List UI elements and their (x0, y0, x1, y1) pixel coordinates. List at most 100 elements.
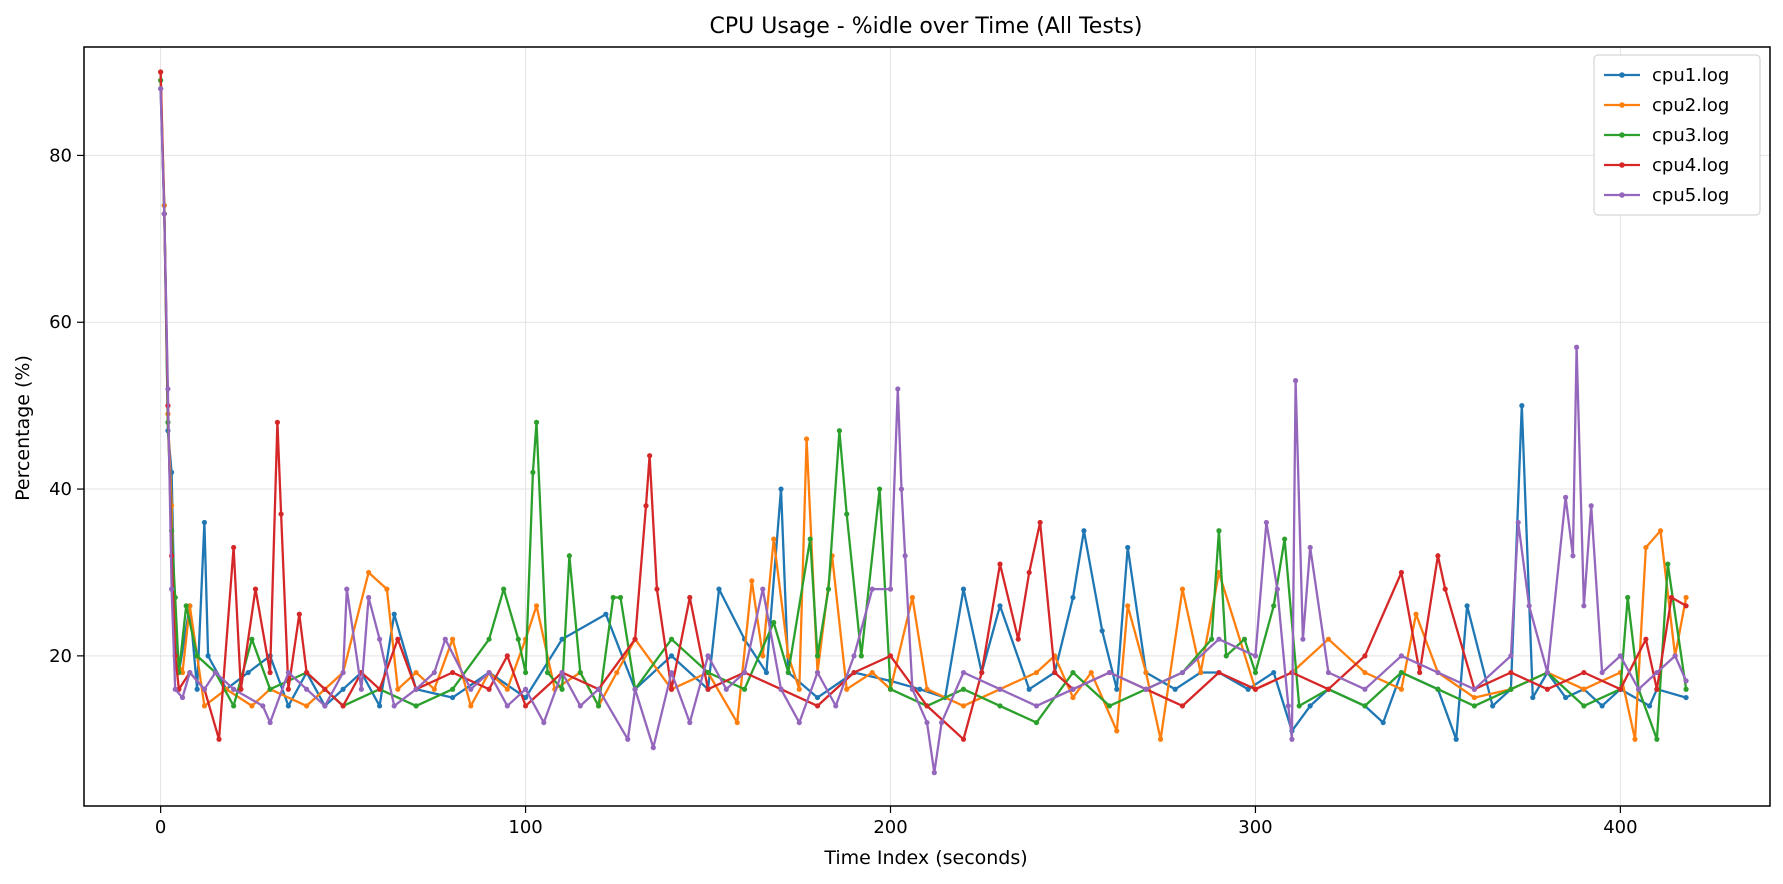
data-point (1325, 636, 1332, 642)
data-point (1252, 653, 1259, 659)
data-point (231, 544, 237, 551)
data-point (1508, 669, 1514, 676)
data-point (785, 653, 791, 659)
data-point (1106, 669, 1113, 676)
data-point (1672, 653, 1678, 659)
data-point (1223, 653, 1229, 659)
data-point (716, 586, 722, 592)
data-point (814, 653, 821, 659)
data-point (1398, 569, 1405, 576)
data-point (909, 594, 916, 601)
legend-marker (1619, 72, 1625, 78)
data-point (796, 686, 802, 692)
data-point (1544, 669, 1550, 676)
data-point (1654, 686, 1660, 692)
legend-item: cpu3.log (1604, 125, 1729, 146)
data-point (997, 703, 1003, 709)
legend-box (1593, 54, 1761, 216)
data-point (376, 686, 383, 692)
legend-label: cpu2.log (1652, 95, 1729, 116)
data-point (1654, 736, 1660, 742)
data-point (468, 703, 474, 709)
data-point (1599, 703, 1605, 709)
data-point (1515, 519, 1521, 526)
series-5 (158, 86, 1689, 776)
data-point (285, 703, 291, 709)
data-point (449, 636, 456, 642)
data-point (814, 694, 821, 701)
data-point (1300, 636, 1306, 642)
data-point (216, 736, 222, 742)
data-point (1282, 536, 1288, 542)
data-point (771, 619, 777, 626)
data-point (340, 669, 346, 676)
data-point (960, 686, 967, 692)
data-point (1683, 603, 1689, 609)
series-line (159, 71, 1687, 741)
data-point (1530, 694, 1536, 701)
data-point (274, 419, 281, 425)
data-point (654, 586, 660, 592)
data-point (650, 745, 656, 751)
data-point (179, 669, 186, 676)
series-1 (158, 86, 1689, 742)
data-point (632, 686, 638, 692)
data-point (267, 686, 273, 692)
data-point (979, 669, 985, 676)
data-point (1179, 669, 1186, 676)
data-point (533, 603, 540, 609)
data-point (194, 653, 200, 659)
data-point (566, 553, 572, 559)
data-point (278, 511, 284, 517)
data-point (1307, 544, 1313, 551)
data-point (522, 703, 529, 709)
data-point (304, 686, 310, 692)
data-point (1563, 494, 1569, 500)
data-point (1285, 703, 1291, 709)
data-point (1037, 519, 1043, 526)
data-point (245, 669, 251, 676)
data-point (322, 703, 328, 709)
data-point (1307, 703, 1313, 709)
data-point (376, 636, 383, 642)
data-point (825, 586, 832, 592)
data-point (158, 69, 164, 75)
data-point (252, 586, 259, 592)
data-point (533, 419, 540, 425)
data-point (161, 211, 167, 217)
data-point (504, 703, 510, 709)
data-point (187, 669, 193, 676)
data-point (796, 719, 802, 726)
legend-item: cpu1.log (1604, 65, 1729, 86)
data-point (760, 586, 766, 592)
data-point (760, 653, 766, 659)
data-point (1657, 528, 1664, 534)
data-point (887, 586, 894, 592)
data-point (504, 686, 510, 692)
data-point (803, 436, 810, 442)
legend-item: cpu4.log (1604, 155, 1729, 176)
data-point (486, 686, 492, 692)
data-point (212, 669, 218, 676)
data-point (1435, 686, 1441, 692)
data-point (687, 719, 693, 726)
data-point (1125, 544, 1131, 551)
data-point (1471, 686, 1478, 692)
data-point (595, 686, 602, 692)
data-point (559, 669, 565, 676)
data-point (249, 636, 255, 642)
data-point (833, 703, 839, 709)
data-point (486, 636, 492, 642)
data-point (1625, 594, 1631, 601)
data-point (844, 686, 850, 692)
data-point (1417, 669, 1423, 676)
data-point (344, 586, 350, 592)
data-point (1216, 636, 1222, 642)
legend-label: cpu1.log (1652, 65, 1729, 86)
data-point (1544, 686, 1550, 692)
data-point (807, 536, 813, 542)
y-tick-label: 60 (49, 312, 72, 333)
axes: 0 100 200 300 400 20 40 60 80 (49, 145, 1637, 838)
